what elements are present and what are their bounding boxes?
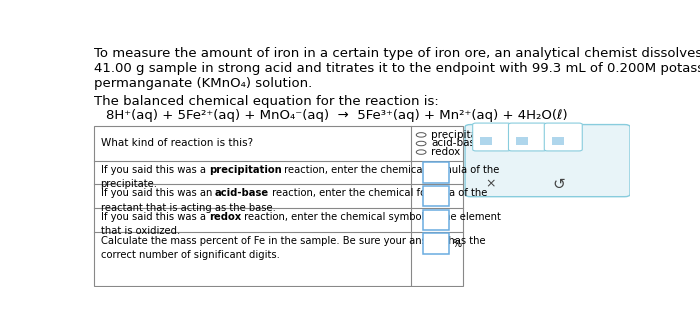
FancyBboxPatch shape [424,210,449,230]
FancyBboxPatch shape [424,186,449,206]
Text: reaction, enter the chemical formula of the: reaction, enter the chemical formula of … [269,188,487,198]
FancyBboxPatch shape [516,137,528,145]
Text: precipitate.: precipitate. [101,179,158,189]
Text: precipitation: precipitation [431,130,497,140]
FancyBboxPatch shape [508,123,547,151]
FancyBboxPatch shape [473,123,511,151]
FancyBboxPatch shape [424,233,449,254]
Text: What kind of reaction is this?: What kind of reaction is this? [101,139,253,149]
Text: 8H⁺(aq) + 5Fe²⁺(aq) + MnO₄⁻(aq)  →  5Fe³⁺(aq) + Mn²⁺(aq) + 4H₂O(ℓ): 8H⁺(aq) + 5Fe²⁺(aq) + MnO₄⁻(aq) → 5Fe³⁺(… [106,109,568,122]
Text: ×: × [485,178,496,191]
FancyBboxPatch shape [552,137,564,145]
Text: acid-base: acid-base [215,188,269,198]
FancyBboxPatch shape [465,125,630,197]
Text: correct number of significant digits.: correct number of significant digits. [101,250,279,260]
FancyBboxPatch shape [480,137,492,145]
Text: acid-base: acid-base [431,139,482,149]
Text: ↺: ↺ [552,177,565,192]
Text: If you said this was an: If you said this was an [101,188,215,198]
Text: reaction, enter the chemical formula of the: reaction, enter the chemical formula of … [281,165,500,175]
Text: redox: redox [209,212,241,222]
Text: If you said this was a: If you said this was a [101,165,209,175]
Text: If you said this was a: If you said this was a [101,212,209,222]
Text: Calculate the mass percent of Fe in the sample. Be sure your answer has the: Calculate the mass percent of Fe in the … [101,236,485,246]
FancyBboxPatch shape [545,123,582,151]
Text: reactant that is acting as the base.: reactant that is acting as the base. [101,203,275,213]
Text: %: % [453,238,462,248]
FancyBboxPatch shape [424,162,449,183]
Text: that is oxidized.: that is oxidized. [101,226,180,236]
Text: precipitation: precipitation [209,165,281,175]
Text: redox: redox [431,147,460,157]
Text: The balanced chemical equation for the reaction is:: The balanced chemical equation for the r… [94,95,439,108]
Text: permanganate (KMnO₄) solution.: permanganate (KMnO₄) solution. [94,77,312,89]
Text: reaction, enter the chemical symbol of the element: reaction, enter the chemical symbol of t… [241,212,500,222]
Text: To measure the amount of iron in a certain type of iron ore, an analytical chemi: To measure the amount of iron in a certa… [94,47,700,60]
Text: 41.00 g sample in strong acid and titrates it to the endpoint with 99.3 mL of 0.: 41.00 g sample in strong acid and titrat… [94,62,700,75]
